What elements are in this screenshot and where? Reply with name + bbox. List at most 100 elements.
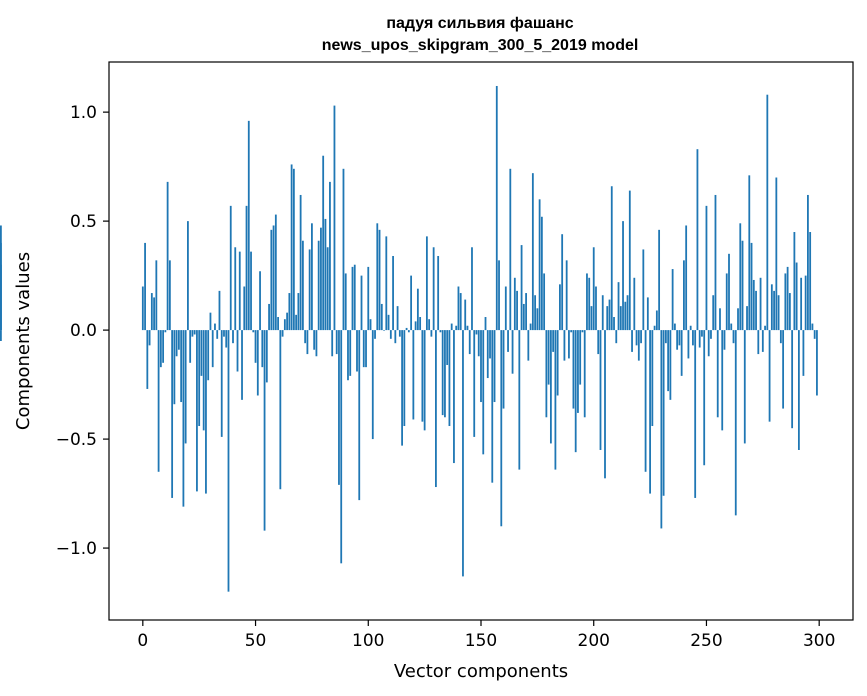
bar (574, 330, 577, 453)
bar (710, 330, 712, 339)
bar (626, 295, 629, 331)
bar (437, 255, 440, 331)
bar (644, 330, 647, 472)
bar (696, 149, 699, 331)
bar (283, 319, 286, 331)
bar (572, 330, 575, 409)
bar (444, 330, 446, 418)
bar (441, 330, 444, 416)
bar (707, 330, 710, 357)
bar (211, 330, 214, 368)
bar (342, 168, 345, 331)
bar (755, 290, 757, 331)
bar (177, 330, 180, 350)
bar (261, 330, 264, 368)
bar (236, 330, 239, 372)
bar (315, 330, 318, 357)
bar (619, 306, 622, 331)
bar (739, 223, 742, 331)
bar (243, 286, 246, 331)
bar (459, 293, 462, 331)
bar (353, 264, 356, 331)
chart-subtitle: news_upos_skipgram_300_5_2019 model (322, 37, 639, 54)
x-tick-label: 0 (137, 631, 148, 651)
bar (628, 190, 631, 331)
bar (676, 330, 679, 350)
bar (565, 260, 568, 331)
bar (662, 330, 665, 496)
bar (705, 205, 708, 331)
bar (673, 323, 676, 331)
bar (425, 236, 428, 331)
bar (809, 232, 812, 331)
bar (588, 277, 591, 331)
bar (360, 275, 363, 331)
bar (671, 269, 674, 331)
bar (813, 330, 816, 339)
bar (642, 249, 645, 331)
bar (556, 330, 559, 396)
bar (669, 330, 672, 400)
bar (570, 330, 573, 333)
bar (220, 330, 223, 437)
bar (509, 168, 512, 331)
bar (362, 330, 365, 368)
bar (804, 275, 807, 331)
bars-group (0, 85, 818, 592)
bar (205, 330, 207, 494)
bar (367, 266, 370, 331)
bar (462, 330, 464, 577)
bar (333, 105, 336, 331)
bar (617, 282, 620, 331)
y-tick-label: 0.5 (70, 212, 97, 232)
bar (788, 293, 791, 331)
bar (365, 330, 367, 368)
bar (175, 330, 178, 357)
bar (622, 221, 624, 331)
bar (180, 330, 183, 403)
bar (272, 225, 275, 331)
bar (423, 330, 426, 431)
bar (568, 330, 570, 359)
bar (247, 120, 250, 331)
bar (518, 330, 521, 470)
bar (525, 293, 527, 331)
bar (455, 325, 458, 331)
bar (439, 330, 442, 333)
bar (694, 330, 697, 498)
bar (245, 205, 248, 331)
bar (800, 277, 803, 331)
bar (599, 330, 602, 450)
bar (759, 277, 762, 331)
bar (577, 330, 579, 413)
bar (703, 330, 706, 466)
bar (410, 275, 413, 331)
bar (450, 323, 453, 331)
bar (595, 286, 597, 331)
bar (473, 330, 476, 437)
bar (389, 330, 392, 339)
bar (405, 327, 408, 331)
bar (229, 205, 232, 331)
bar (453, 330, 455, 464)
bar (374, 330, 376, 339)
bar (387, 314, 390, 331)
bar (721, 330, 724, 431)
bar (182, 330, 185, 507)
bar (480, 330, 482, 403)
bar (655, 310, 658, 331)
bar (324, 218, 327, 331)
bar (561, 234, 564, 331)
bar (288, 293, 291, 331)
bar (635, 330, 638, 346)
bar (597, 330, 600, 355)
bar (254, 330, 257, 363)
bar (281, 330, 284, 337)
bar (168, 260, 171, 331)
bar (601, 295, 604, 331)
bar (633, 277, 636, 331)
bar (608, 299, 611, 331)
bar (498, 260, 500, 331)
bar (719, 308, 721, 331)
x-axis-ticks: 0 50 100 150 200 250 300 (137, 620, 835, 651)
